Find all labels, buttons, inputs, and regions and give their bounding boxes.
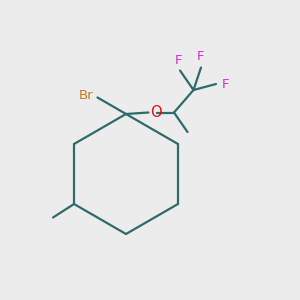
Text: O: O [150,105,162,120]
Text: F: F [175,54,182,67]
Text: F: F [197,50,205,63]
Text: F: F [221,77,229,91]
Text: Br: Br [78,89,93,103]
